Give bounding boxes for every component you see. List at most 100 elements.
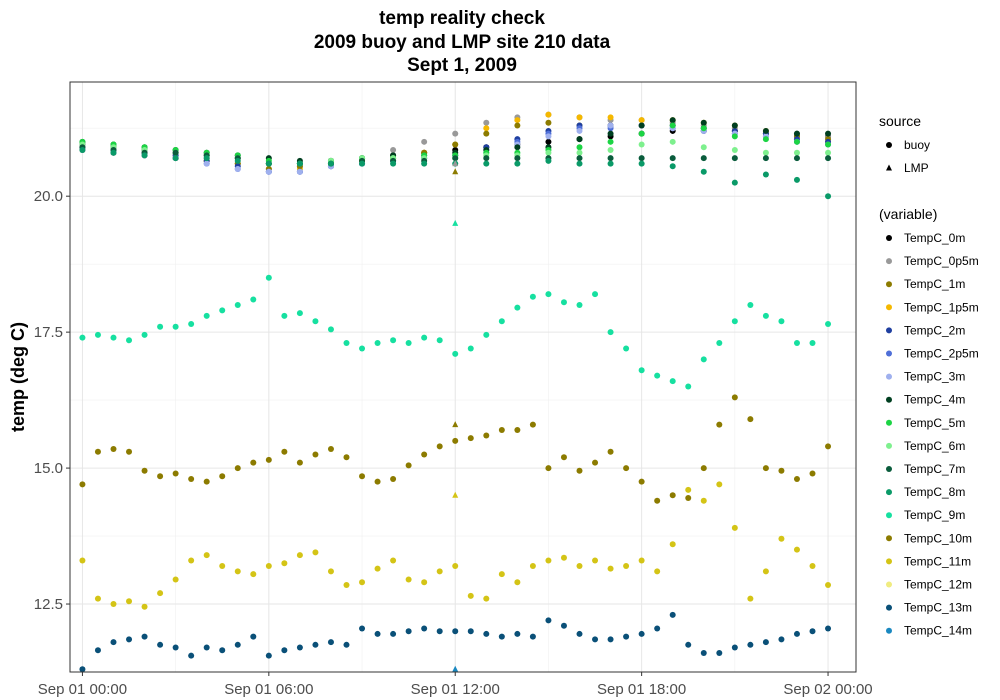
legend-key-circle xyxy=(886,396,892,403)
data-point xyxy=(467,592,474,599)
color-legend-label: TempC_1p5m xyxy=(904,300,979,314)
legend-key-circle xyxy=(886,558,892,565)
data-point xyxy=(731,524,738,531)
data-point xyxy=(793,546,800,553)
data-point xyxy=(203,644,210,651)
data-point xyxy=(638,117,645,124)
data-point xyxy=(483,125,490,132)
data-point xyxy=(483,595,490,602)
data-point xyxy=(234,641,241,648)
chart-title: temp reality check 2009 buoy and LMP sit… xyxy=(314,8,611,76)
color-legend-label: TempC_9m xyxy=(904,508,965,522)
data-point xyxy=(685,494,692,501)
data-point xyxy=(498,571,505,578)
data-point xyxy=(825,155,832,162)
data-point xyxy=(265,456,272,463)
data-point xyxy=(762,149,769,156)
x-tick-label: Sep 01 00:00 xyxy=(38,681,127,698)
data-point xyxy=(421,579,428,586)
legend-key-circle xyxy=(886,258,892,265)
data-point xyxy=(623,345,630,352)
color-legend-label: TempC_4m xyxy=(904,393,965,407)
data-point xyxy=(607,146,614,153)
data-point xyxy=(731,394,738,401)
color-legend-label: TempC_11m xyxy=(904,554,971,568)
data-point xyxy=(483,432,490,439)
x-axis: Sep 01 00:00 Sep 01 06:00 Sep 01 12:00 Sep … xyxy=(38,672,873,698)
data-point xyxy=(234,568,241,575)
x-tick-label: Sep 01 06:00 xyxy=(224,681,313,698)
color-legend-label: TempC_14m xyxy=(904,624,972,638)
data-point xyxy=(825,149,832,156)
data-point xyxy=(592,557,599,564)
data-point xyxy=(374,630,381,637)
data-point xyxy=(141,603,148,610)
y-tick-label: 12.5 xyxy=(34,596,63,613)
data-point xyxy=(234,301,241,308)
shape-legend-label: buoy xyxy=(904,138,930,152)
data-point xyxy=(731,644,738,651)
data-point xyxy=(483,630,490,637)
data-point xyxy=(762,171,769,178)
data-point xyxy=(390,475,397,482)
data-point xyxy=(545,291,552,298)
data-point xyxy=(607,448,614,455)
data-point xyxy=(623,633,630,640)
color-legend-label: TempC_12m xyxy=(904,578,972,592)
data-point xyxy=(607,636,614,643)
data-point xyxy=(716,421,723,428)
color-legend-label: TempC_13m xyxy=(904,601,972,615)
data-point xyxy=(716,340,723,347)
data-point xyxy=(560,454,567,461)
legend-key-circle xyxy=(886,466,892,472)
data-point xyxy=(809,470,816,477)
legend-key-circle xyxy=(886,281,892,288)
data-point xyxy=(281,448,288,455)
data-point xyxy=(421,160,428,167)
data-point xyxy=(327,326,334,333)
data-point xyxy=(374,478,381,485)
data-point xyxy=(390,630,397,637)
x-tick-label: Sep 01 18:00 xyxy=(597,681,686,698)
data-point xyxy=(576,114,583,121)
data-point xyxy=(296,552,303,559)
color-legend-label: TempC_5m xyxy=(904,416,965,430)
data-point xyxy=(793,130,800,137)
color-legend-label: TempC_6m xyxy=(904,439,965,453)
data-point xyxy=(669,611,676,618)
data-point xyxy=(576,155,583,162)
data-point xyxy=(172,155,179,162)
data-point xyxy=(390,337,397,344)
data-point xyxy=(700,144,707,151)
lmp-point xyxy=(452,421,459,428)
data-point xyxy=(576,160,583,167)
data-point xyxy=(374,565,381,572)
shape-legend-title: source xyxy=(879,113,921,129)
data-point xyxy=(79,334,86,341)
data-point xyxy=(762,639,769,646)
data-point xyxy=(762,136,769,143)
data-point xyxy=(452,155,459,162)
data-point xyxy=(731,179,738,186)
data-point xyxy=(576,127,583,134)
data-point xyxy=(700,497,707,504)
data-point xyxy=(250,296,257,303)
data-point xyxy=(405,576,412,583)
data-point xyxy=(654,625,661,632)
data-point xyxy=(265,274,272,281)
data-point xyxy=(529,293,536,300)
data-point xyxy=(498,633,505,640)
data-point xyxy=(731,318,738,325)
data-point xyxy=(188,652,195,659)
data-point xyxy=(747,416,754,423)
data-point xyxy=(94,595,101,602)
data-point xyxy=(421,625,428,632)
data-point xyxy=(778,467,785,474)
data-point xyxy=(203,478,210,485)
title-line-2: 2009 buoy and LMP site 210 data xyxy=(314,32,611,53)
data-point xyxy=(359,473,366,480)
data-point xyxy=(141,633,148,640)
data-point xyxy=(467,345,474,352)
data-point xyxy=(436,337,443,344)
data-point xyxy=(809,562,816,569)
